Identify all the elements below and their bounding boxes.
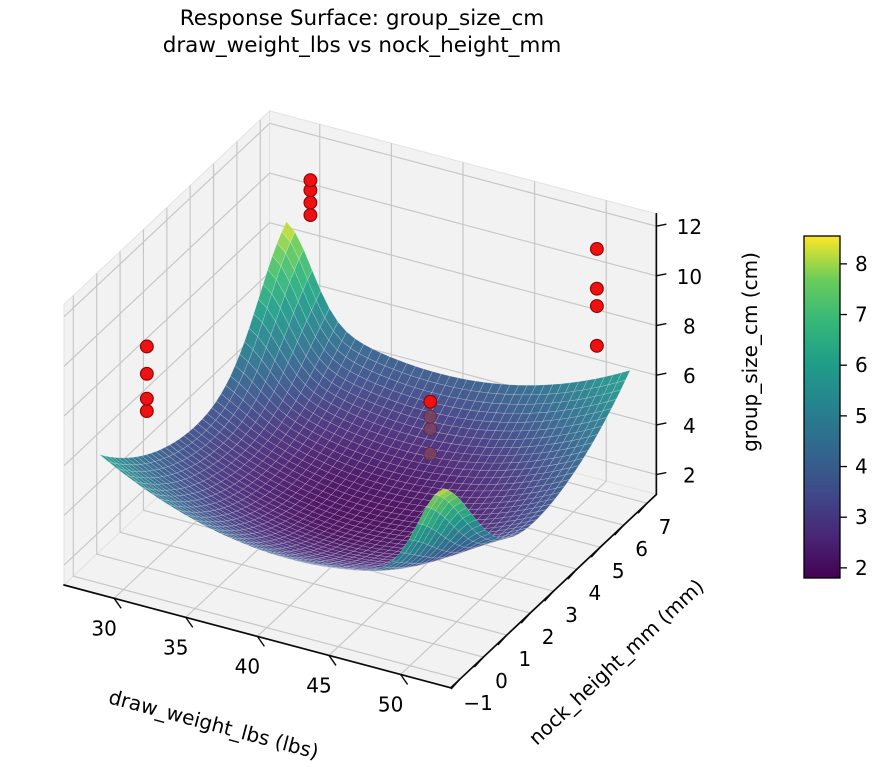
y-tick-mark [590,546,601,558]
y-axis-label: nock_height_mm (mm) [524,574,709,750]
z-tick-mark [656,273,667,277]
z-tick-mark [656,372,667,376]
z-tick-label: 10 [677,265,702,289]
z-tick-label: 8 [683,315,696,339]
x-tick-mark [185,616,194,628]
z-tick-label: 12 [677,215,702,239]
scatter-point [589,338,604,353]
grid-y-floor [96,553,484,658]
grid-z-right-wall [269,122,657,227]
response-surface-mesh [99,221,631,572]
z-axis-label: group_size_cm (cm) [738,252,762,452]
z-tick-label: 4 [683,414,696,438]
grid-y-floor [73,575,461,680]
y-tick-mark [473,656,484,668]
grid-z-right-wall [269,172,657,277]
chart-title-line1: Response Surface: group_size_cm [180,6,544,31]
y-tick-label: 4 [589,581,602,605]
x-tick-mark [400,674,409,685]
y-tick-mark [614,524,625,536]
scatter-point [139,391,154,406]
colorbar-tick-label: 4 [855,455,868,479]
y-tick-mark [450,678,461,690]
y-tick-label: 0 [495,669,508,693]
colorbar-tick-label: 6 [855,353,868,377]
x-tick-label: 50 [378,692,403,716]
y-tick-mark [520,612,531,624]
scatter-points [139,173,604,419]
scatter-points-occluded [423,409,438,461]
grid-z-left-wall [63,172,271,367]
scatter-point-occluded [423,422,438,436]
z-tick-label: 6 [683,364,696,388]
x-tick-label: 30 [91,616,116,640]
y-tick-mark [637,502,648,514]
y-tick-mark [544,590,555,602]
x-axis-label: draw_weight_lbs (lbs) [106,685,321,764]
z-tick-label: 2 [683,464,696,488]
z-tick-mark [656,422,667,426]
y-tick-label: 6 [635,537,648,561]
y-tick-label: 7 [659,515,672,539]
colorbar-tick-label: 5 [855,404,868,428]
y-tick-label: 1 [518,647,531,671]
scatter-point-occluded [423,409,438,424]
z-tick-mark [656,471,667,476]
grid-z-left-wall [63,122,271,318]
z-tick-mark [656,322,667,327]
z-tick-mark [656,223,667,227]
grid-z-left-wall [63,222,271,417]
scatter-point [139,404,154,419]
grid-z-left-wall [63,271,271,467]
scatter-point [423,394,438,409]
x-tick-mark [328,655,337,666]
grid-z-right-wall [269,271,657,376]
scatter-point [139,339,154,354]
scatter-point [589,299,604,314]
colorbar-tick-label: 7 [855,303,868,327]
x-tick-label: 45 [306,673,331,697]
chart-title-line2: draw_weight_lbs vs nock_height_mm [163,33,562,58]
scatter-point [303,208,318,222]
scatter-point [589,281,604,296]
scatter-point-occluded [423,447,438,461]
x-tick-mark [113,597,122,609]
colorbar-gradient [803,235,841,579]
grid-z-left-wall [63,321,271,516]
scatter-point [589,242,604,256]
grid-y-floor [119,531,507,636]
y-tick-label: −1 [463,691,492,715]
y-tick-mark [497,634,508,646]
x-tick-label: 40 [235,654,260,678]
scatter-point [303,173,318,188]
y-tick-label: 2 [542,625,555,649]
y-tick-label: 3 [565,603,578,627]
scatter-point [303,195,318,210]
x-tick-mark [256,636,265,647]
x-axis-spine [63,584,452,689]
colorbar-tick-label: 3 [855,505,868,529]
y-tick-label: 5 [612,559,625,583]
x-tick-label: 35 [163,635,188,659]
colorbar-tick-label: 8 [855,252,868,276]
colorbar-tick-label: 2 [855,556,868,580]
scatter-point [139,366,154,381]
y-tick-mark [567,568,578,580]
colorbar: 2 3 4 5 6 7 8 [803,235,868,580]
